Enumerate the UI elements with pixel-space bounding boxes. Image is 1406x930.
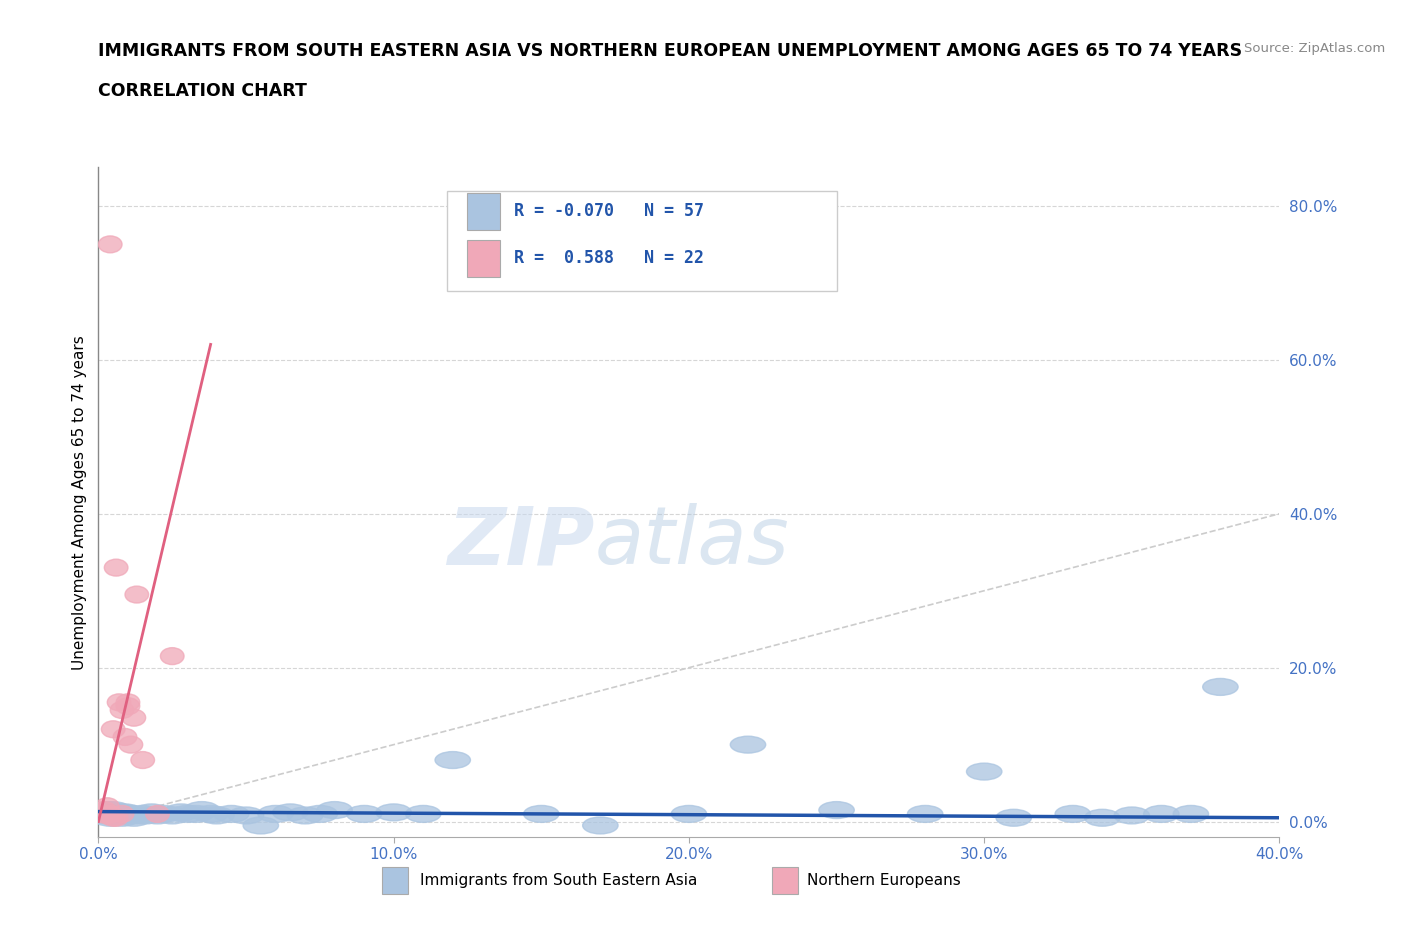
Ellipse shape [198, 807, 235, 824]
Text: ZIP: ZIP [447, 503, 595, 581]
Ellipse shape [98, 805, 134, 822]
FancyBboxPatch shape [467, 240, 501, 277]
Ellipse shape [134, 804, 169, 821]
Ellipse shape [160, 647, 184, 665]
Ellipse shape [302, 805, 337, 822]
Ellipse shape [98, 807, 134, 824]
Ellipse shape [110, 701, 134, 719]
Ellipse shape [907, 805, 943, 822]
Ellipse shape [179, 805, 214, 822]
Ellipse shape [110, 805, 134, 822]
Ellipse shape [405, 805, 441, 822]
Ellipse shape [818, 802, 855, 818]
Ellipse shape [243, 817, 278, 834]
Ellipse shape [96, 802, 131, 818]
Ellipse shape [125, 586, 149, 603]
Ellipse shape [169, 805, 205, 822]
FancyBboxPatch shape [382, 867, 408, 894]
Y-axis label: Unemployment Among Ages 65 to 74 years: Unemployment Among Ages 65 to 74 years [72, 335, 87, 670]
Ellipse shape [146, 805, 181, 822]
Ellipse shape [671, 805, 707, 822]
Ellipse shape [101, 807, 136, 824]
Ellipse shape [87, 805, 122, 822]
Ellipse shape [107, 694, 131, 711]
Ellipse shape [582, 817, 619, 834]
Ellipse shape [117, 698, 139, 714]
Ellipse shape [112, 728, 136, 746]
Ellipse shape [1202, 679, 1239, 696]
Ellipse shape [375, 804, 412, 821]
Ellipse shape [120, 807, 155, 824]
Ellipse shape [120, 737, 143, 753]
Ellipse shape [104, 559, 128, 576]
Ellipse shape [995, 809, 1032, 826]
FancyBboxPatch shape [467, 193, 501, 230]
Ellipse shape [117, 694, 139, 711]
Ellipse shape [90, 805, 114, 822]
Text: Northern Europeans: Northern Europeans [807, 873, 960, 888]
Ellipse shape [1054, 805, 1091, 822]
Ellipse shape [730, 737, 766, 753]
Ellipse shape [101, 804, 136, 821]
Ellipse shape [101, 809, 125, 826]
Text: R =  0.588   N = 22: R = 0.588 N = 22 [515, 249, 704, 267]
Ellipse shape [104, 809, 128, 826]
Ellipse shape [84, 805, 120, 822]
Ellipse shape [131, 751, 155, 768]
Ellipse shape [96, 805, 131, 822]
Ellipse shape [93, 802, 117, 818]
Ellipse shape [101, 721, 125, 737]
Ellipse shape [128, 807, 163, 824]
Ellipse shape [214, 805, 249, 822]
Text: R = -0.070   N = 57: R = -0.070 N = 57 [515, 203, 704, 220]
Ellipse shape [110, 807, 146, 824]
Ellipse shape [193, 805, 228, 822]
Ellipse shape [1143, 805, 1180, 822]
Ellipse shape [96, 807, 120, 824]
Ellipse shape [90, 802, 125, 818]
Ellipse shape [104, 805, 139, 822]
Ellipse shape [155, 807, 190, 824]
Ellipse shape [523, 805, 560, 822]
Ellipse shape [110, 805, 146, 822]
Ellipse shape [316, 802, 353, 818]
Ellipse shape [966, 764, 1002, 780]
Ellipse shape [93, 809, 128, 826]
Ellipse shape [163, 804, 198, 821]
Ellipse shape [98, 236, 122, 253]
FancyBboxPatch shape [772, 867, 797, 894]
Ellipse shape [346, 805, 382, 822]
Ellipse shape [122, 710, 146, 726]
Text: CORRELATION CHART: CORRELATION CHART [98, 82, 308, 100]
Ellipse shape [1173, 805, 1209, 822]
Ellipse shape [257, 805, 294, 822]
Ellipse shape [228, 807, 264, 824]
Ellipse shape [117, 809, 152, 826]
Ellipse shape [107, 804, 143, 821]
Ellipse shape [434, 751, 471, 768]
Ellipse shape [1084, 809, 1121, 826]
Text: Immigrants from South Eastern Asia: Immigrants from South Eastern Asia [419, 873, 697, 888]
Ellipse shape [184, 802, 219, 818]
Ellipse shape [1114, 807, 1150, 824]
Ellipse shape [146, 805, 169, 822]
Ellipse shape [273, 804, 308, 821]
Ellipse shape [125, 805, 160, 822]
Ellipse shape [96, 798, 120, 815]
Text: IMMIGRANTS FROM SOUTH EASTERN ASIA VS NORTHERN EUROPEAN UNEMPLOYMENT AMONG AGES : IMMIGRANTS FROM SOUTH EASTERN ASIA VS NO… [98, 42, 1243, 60]
Ellipse shape [287, 807, 323, 824]
Ellipse shape [139, 807, 176, 824]
Text: Source: ZipAtlas.com: Source: ZipAtlas.com [1244, 42, 1385, 55]
FancyBboxPatch shape [447, 191, 837, 291]
Ellipse shape [114, 805, 149, 822]
Ellipse shape [90, 807, 125, 824]
Text: atlas: atlas [595, 503, 789, 581]
Ellipse shape [98, 805, 122, 822]
Ellipse shape [104, 809, 139, 826]
